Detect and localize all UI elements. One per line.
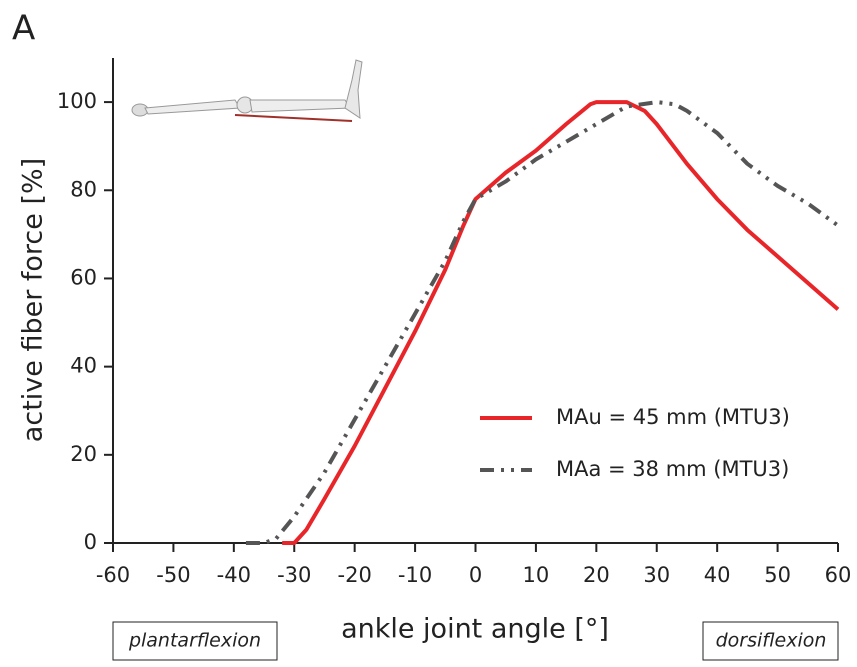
y-tick-label: 100 (57, 89, 97, 113)
leg-illustration (131, 59, 363, 122)
x-tick-label: 50 (764, 563, 791, 587)
series-line (282, 100, 840, 545)
legend-label: MAu = 45 mm (MTU3) (556, 405, 790, 429)
x-tick-label: 40 (704, 563, 731, 587)
x-tick-label: 0 (469, 563, 482, 587)
x-tick-label: -60 (96, 563, 130, 587)
x-axis-label: ankle joint angle [°] (341, 614, 609, 645)
y-tick-label: 20 (70, 442, 97, 466)
x-tick-label: -20 (338, 563, 372, 587)
series-line (245, 100, 840, 545)
annotation: plantarflexion (128, 630, 261, 652)
annotation: dorsiflexion (716, 630, 827, 652)
x-tick-label: 20 (583, 563, 610, 587)
annotation-box (112, 621, 278, 661)
x-tick-label: 10 (523, 563, 550, 587)
x-tick-label: 30 (643, 563, 670, 587)
y-tick-label: 60 (70, 265, 97, 289)
x-tick-label: -10 (398, 563, 432, 587)
y-tick-label: 0 (84, 530, 97, 554)
y-tick-label: 80 (70, 177, 97, 201)
y-axis-label: active fiber force [%] (18, 158, 49, 442)
y-tick-label: 40 (70, 354, 97, 378)
legend-label: MAa = 38 mm (MTU3) (556, 457, 789, 481)
x-tick-label: 60 (825, 563, 852, 587)
x-tick-label: -50 (156, 563, 190, 587)
x-tick-label: -30 (277, 563, 311, 587)
panel-label: A (12, 9, 35, 49)
annotation-box (702, 621, 839, 661)
x-tick-label: -40 (217, 563, 251, 587)
